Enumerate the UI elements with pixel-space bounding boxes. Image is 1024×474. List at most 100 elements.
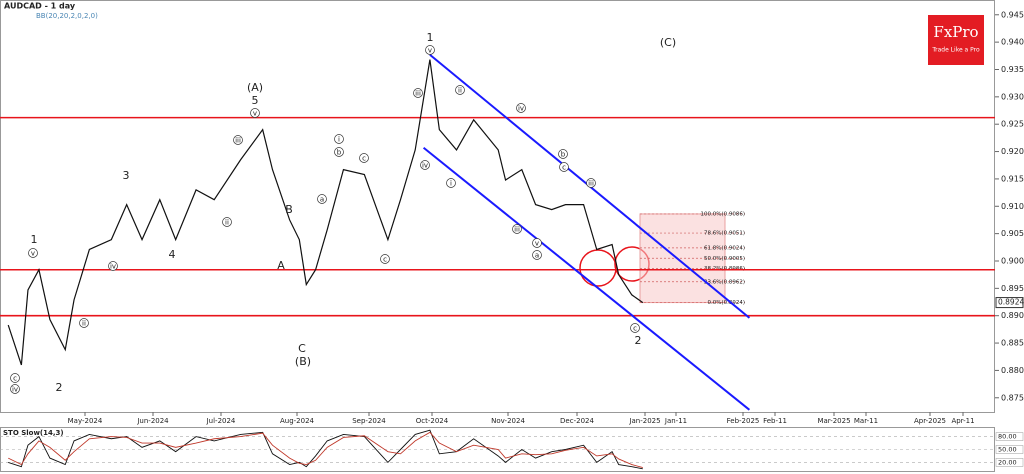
subwave-label: c <box>362 155 366 163</box>
subwave-label: iii <box>514 226 520 234</box>
stochastic-title: STO Slow(14,3) <box>3 429 64 437</box>
main-frame <box>0 0 995 413</box>
x-tick-label: Jul-2024 <box>206 417 236 425</box>
subwave-ring <box>420 160 430 170</box>
stochastic-tick-label: 20.00 <box>998 458 1017 466</box>
wave-label: A <box>277 259 285 272</box>
subwave-ring <box>317 194 327 204</box>
wave-label: 1 <box>31 233 38 246</box>
subwave-ring <box>10 373 20 383</box>
stochastic-tick-box <box>995 458 1024 467</box>
subwave-label: c <box>383 256 387 264</box>
x-tick-label: Jan-11 <box>664 417 687 425</box>
subwave-label: iii <box>235 137 241 145</box>
fib-label: 0.0%(0.8924) <box>707 300 745 306</box>
x-tick-label: Aug-2024 <box>280 417 315 425</box>
logo-brand: FxPro <box>933 23 978 41</box>
subwave-ring <box>586 178 596 188</box>
x-tick-label: Dec-2024 <box>560 417 594 425</box>
x-tick-label: Oct-2024 <box>416 417 449 425</box>
stochastic-tick-label: 80.00 <box>998 433 1017 441</box>
subwave-label: iii <box>588 180 594 188</box>
subwave-label: i <box>338 136 340 144</box>
fib-label: 61.8%(0.9024) <box>704 245 745 251</box>
subwave-label: v <box>535 240 539 248</box>
subwave-ring <box>532 250 542 260</box>
subwave-ring <box>425 45 435 55</box>
x-tick-label: Mar-2025 <box>817 417 850 425</box>
stochastic-tick-box <box>995 432 1024 441</box>
subwave-label: iv <box>518 105 524 113</box>
x-tick-label: Jun-2024 <box>136 417 169 425</box>
subwave-ring <box>250 108 260 118</box>
subwave-label: v <box>31 250 35 258</box>
subwave-label: b <box>337 149 342 157</box>
wave-label: (C) <box>660 36 676 49</box>
subwave-label: c <box>633 325 637 333</box>
subwave-label: v <box>253 110 257 118</box>
subwave-ring <box>28 248 38 258</box>
x-tick-label: Mar-11 <box>854 417 878 425</box>
fib-label: 78.6%(0.9051) <box>704 231 745 237</box>
stochastic-line <box>8 429 643 470</box>
subwave-label: ii <box>458 87 462 95</box>
x-tick-label: Apr-11 <box>951 417 974 425</box>
x-tick-label: Feb-2025 <box>727 417 760 425</box>
subwave-label: c <box>13 375 17 383</box>
x-tick-label: Feb-11 <box>763 417 787 425</box>
subwave-ring <box>108 261 118 271</box>
subwave-ring <box>380 254 390 264</box>
fib-label: 100.0%(0.9086) <box>700 211 745 217</box>
subwave-label: iii <box>415 90 421 98</box>
wave-label: 1 <box>427 31 434 44</box>
subwave-ring <box>233 135 243 145</box>
subwave-ring <box>446 178 456 188</box>
wave-label: (B) <box>295 355 311 368</box>
subwave-ring <box>532 238 542 248</box>
subwave-label: c <box>562 164 566 172</box>
last-price-label: 0.8924 <box>998 298 1024 307</box>
price-line <box>7 59 644 366</box>
stochastic-tick-box <box>995 445 1024 454</box>
subwave-label: ii <box>82 320 86 328</box>
wave-label: 2 <box>635 334 642 347</box>
indicator-label: BB(20,20,2,0,2,0) <box>36 12 98 20</box>
subwave-label: b <box>561 151 566 159</box>
x-tick-label: May-2024 <box>68 417 103 425</box>
channel-line <box>422 146 751 411</box>
subwave-ring <box>413 88 423 98</box>
subwave-label: iv <box>110 263 116 271</box>
fib-label: 23.6%(0.8962) <box>704 279 745 285</box>
wave-label: (A) <box>247 81 263 94</box>
wave-label: B <box>285 203 293 216</box>
y-tick-label: 0.8750 <box>1001 393 1024 402</box>
subwave-ring <box>558 149 568 159</box>
wave-label: 3 <box>123 169 130 182</box>
subwave-ring <box>359 153 369 163</box>
subwave-ring <box>334 147 344 157</box>
x-tick-label: Nov-2024 <box>491 417 525 425</box>
wave-label: 5 <box>252 94 259 107</box>
subwave-ring <box>222 217 232 227</box>
wave-label: C <box>298 342 306 355</box>
subwave-label: i <box>450 180 452 188</box>
fib-label: 50.0%(0.9005) <box>704 256 745 262</box>
x-tick-label: Sep-2024 <box>352 417 386 425</box>
subwave-label: iv <box>12 386 18 394</box>
subwave-label: a <box>320 196 324 204</box>
